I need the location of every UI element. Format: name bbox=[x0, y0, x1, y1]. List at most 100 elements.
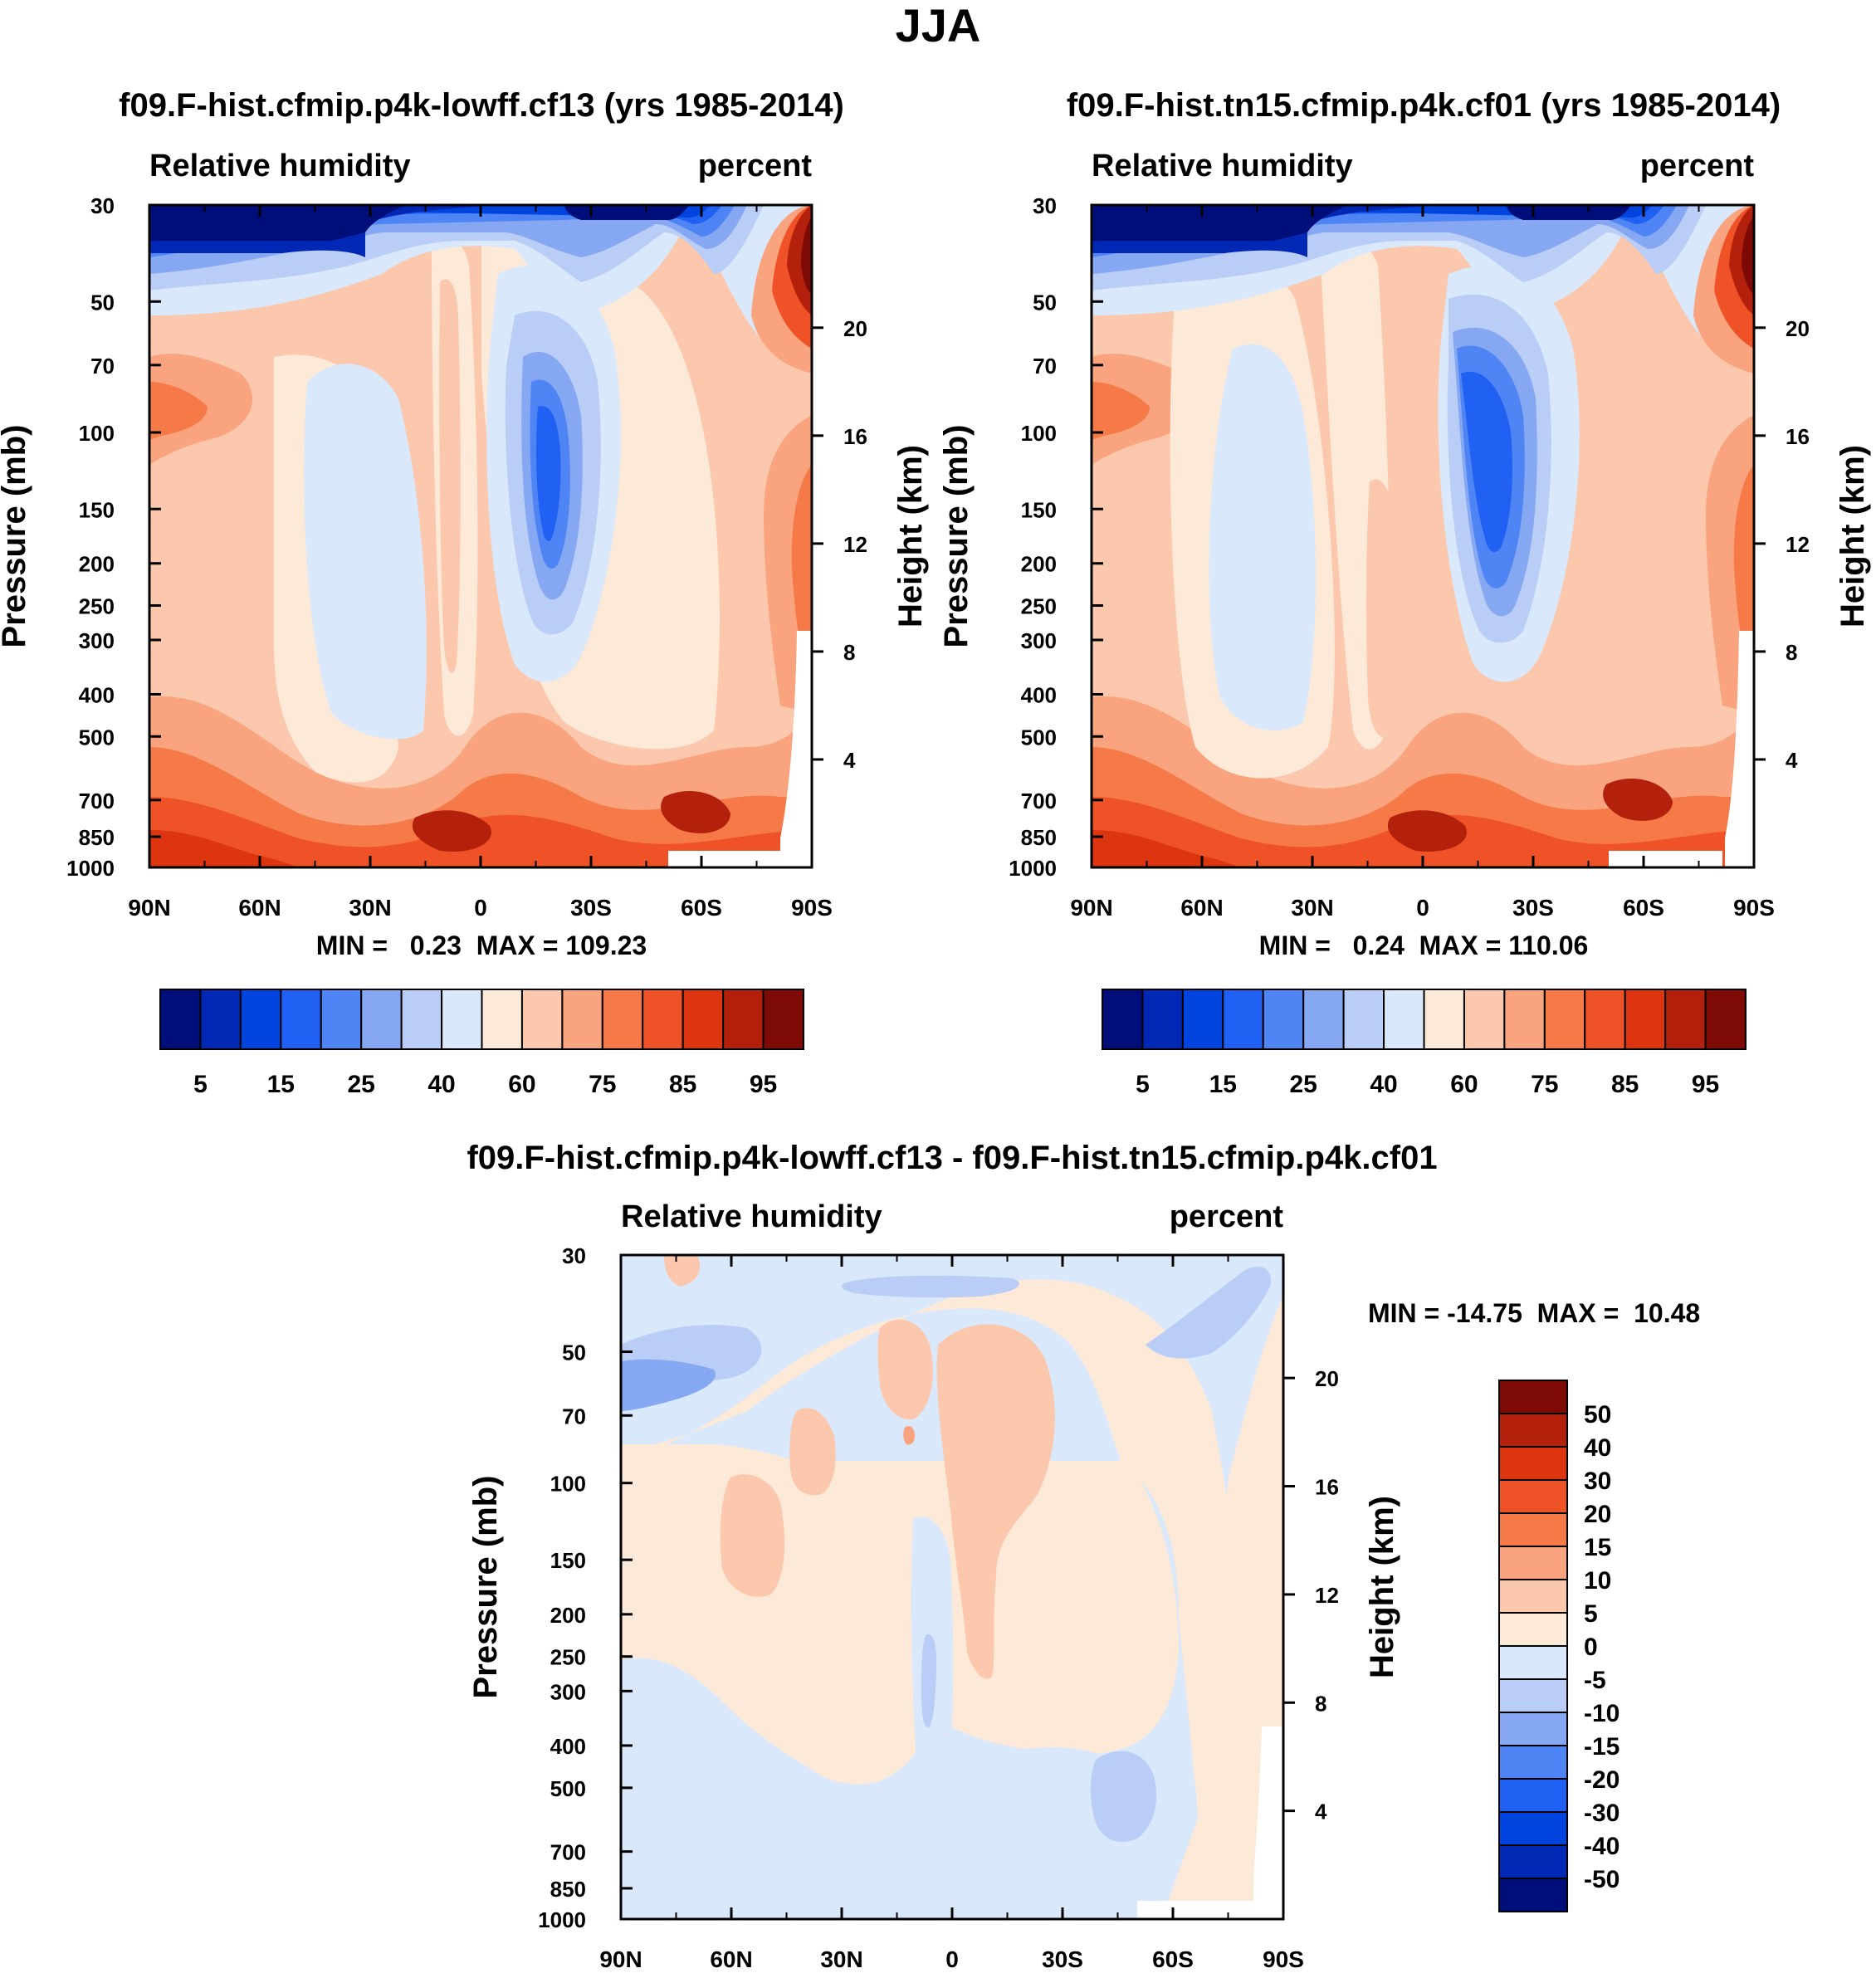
right-axis-title: Height (km) bbox=[1364, 1496, 1400, 1678]
panel-difference-contour-field bbox=[621, 1255, 1283, 1919]
x-tick-label: 60N bbox=[710, 1946, 752, 1972]
y-tick-label: 300 bbox=[1021, 628, 1057, 653]
colorbar-label: 40 bbox=[1370, 1071, 1397, 1098]
x-tick-label: 60S bbox=[1623, 895, 1664, 921]
y-axis-title: Pressure (mb) bbox=[0, 425, 32, 648]
colorbar-label: 15 bbox=[1584, 1534, 1611, 1561]
y-tick-label: 300 bbox=[550, 1679, 586, 1704]
y-tick-label: 50 bbox=[90, 290, 115, 315]
panel-cf01-units-label: percent bbox=[1640, 149, 1755, 183]
panel-lowff-title: f09.F-hist.cfmip.p4k-lowff.cf13 (yrs 198… bbox=[119, 87, 844, 124]
panel-cf01: f09.F-hist.tn15.cfmip.p4k.cf01 (yrs 1985… bbox=[938, 87, 1871, 1098]
height-tick-label: 16 bbox=[1315, 1475, 1339, 1500]
panel-lowff: f09.F-hist.cfmip.p4k-lowff.cf13 (yrs 198… bbox=[0, 87, 929, 1098]
colorbar-swatch bbox=[1664, 989, 1707, 1050]
x-tick-label: 0 bbox=[945, 1946, 959, 1972]
y-tick-label: 100 bbox=[1021, 421, 1057, 446]
y-tick-label: 300 bbox=[79, 628, 115, 653]
colorbar-swatch bbox=[199, 989, 242, 1050]
panel-cf01-colorbar: 5 15 25 40 60 75 85 95 bbox=[1102, 989, 1747, 1098]
colorbar-swatch bbox=[441, 989, 483, 1050]
x-tick-label: 90S bbox=[1263, 1946, 1304, 1972]
colorbar-swatch bbox=[1222, 989, 1264, 1050]
colorbar-swatch bbox=[1423, 989, 1465, 1050]
y-tick-label: 850 bbox=[1021, 825, 1057, 850]
x-tick-label: 30N bbox=[349, 895, 391, 921]
x-tick-label: 60N bbox=[238, 895, 281, 921]
colorbar-label: 50 bbox=[1584, 1401, 1611, 1429]
colorbar-swatch bbox=[1624, 989, 1667, 1050]
colorbar-swatch bbox=[722, 989, 765, 1050]
height-tick-label: 8 bbox=[1315, 1691, 1326, 1716]
y-tick-label: 100 bbox=[79, 421, 115, 446]
x-tick-label: 30S bbox=[1042, 1946, 1083, 1972]
colorbar-label: -20 bbox=[1584, 1766, 1620, 1794]
colorbar-swatch bbox=[1498, 1579, 1568, 1614]
colorbar-label: 30 bbox=[1584, 1468, 1611, 1495]
y-axis-title: Pressure (mb) bbox=[467, 1476, 504, 1699]
x-tick-label: 0 bbox=[474, 895, 487, 921]
colorbar-swatch bbox=[601, 989, 644, 1050]
y-tick-label: 500 bbox=[550, 1776, 586, 1801]
colorbar-swatch bbox=[1498, 1413, 1568, 1448]
colorbar-swatch bbox=[1498, 1612, 1568, 1647]
colorbar-label: -50 bbox=[1584, 1866, 1620, 1893]
y-tick-label: 500 bbox=[1021, 725, 1057, 750]
figure-title: JJA bbox=[896, 0, 981, 51]
y-tick-label: 400 bbox=[1021, 682, 1057, 707]
y-tick-label: 200 bbox=[79, 552, 115, 577]
y-tick-label: 400 bbox=[79, 682, 115, 707]
colorbar-label: 75 bbox=[589, 1071, 616, 1098]
colorbar-swatch bbox=[1498, 1745, 1568, 1780]
colorbar-label: -5 bbox=[1584, 1667, 1606, 1694]
x-tick-label: 30S bbox=[570, 895, 612, 921]
colorbar-swatch bbox=[762, 989, 804, 1050]
colorbar-label: 10 bbox=[1584, 1567, 1611, 1595]
colorbar-label: 85 bbox=[669, 1071, 696, 1098]
x-tick-label: 30S bbox=[1512, 895, 1554, 921]
height-tick-label: 12 bbox=[1315, 1583, 1339, 1608]
colorbar-swatch bbox=[1498, 1778, 1568, 1813]
colorbar-label: -40 bbox=[1584, 1833, 1620, 1860]
colorbar-label: 0 bbox=[1584, 1634, 1598, 1661]
y-tick-label: 850 bbox=[550, 1877, 586, 1902]
colorbar-swatch bbox=[1498, 1546, 1568, 1580]
panel-lowff-variable-label: Relative humidity bbox=[149, 149, 411, 183]
x-tick-label: 90S bbox=[1733, 895, 1775, 921]
colorbar-swatch bbox=[1498, 1878, 1568, 1912]
colorbar-label: 20 bbox=[1584, 1501, 1611, 1528]
y-tick-label: 1000 bbox=[538, 1907, 586, 1932]
y-tick-label: 1000 bbox=[66, 856, 115, 881]
colorbar-label: 75 bbox=[1531, 1071, 1558, 1098]
panel-cf01-variable-label: Relative humidity bbox=[1092, 149, 1353, 183]
height-tick-label: 20 bbox=[843, 316, 867, 341]
colorbar-label: 5 bbox=[193, 1071, 208, 1098]
y-tick-label: 70 bbox=[1033, 354, 1057, 379]
colorbar-swatch bbox=[1342, 989, 1385, 1050]
x-tick-label: 90N bbox=[128, 895, 170, 921]
colorbar-swatch bbox=[1463, 989, 1506, 1050]
panel-difference-variable-label: Relative humidity bbox=[621, 1199, 882, 1234]
colorbar-label: 15 bbox=[267, 1071, 295, 1098]
height-tick-label: 12 bbox=[1786, 532, 1810, 557]
y-tick-label: 70 bbox=[90, 354, 115, 379]
colorbar-swatch bbox=[239, 989, 282, 1050]
colorbar-swatch bbox=[1383, 989, 1425, 1050]
colorbar-swatch bbox=[320, 989, 363, 1050]
height-tick-label: 20 bbox=[1315, 1366, 1339, 1391]
colorbar-label: 40 bbox=[1584, 1434, 1611, 1462]
y-tick-label: 70 bbox=[562, 1404, 586, 1429]
colorbar-swatch bbox=[481, 989, 523, 1050]
y-tick-label: 700 bbox=[79, 789, 115, 813]
x-tick-label: 30N bbox=[820, 1946, 862, 1972]
colorbar-swatch bbox=[1262, 989, 1305, 1050]
colorbar-label: 40 bbox=[427, 1071, 455, 1098]
height-tick-label: 8 bbox=[1786, 640, 1797, 665]
colorbar-swatch bbox=[520, 989, 564, 1050]
y-tick-label: 500 bbox=[79, 725, 115, 750]
x-tick-label: 60N bbox=[1180, 895, 1223, 921]
colorbar-swatch bbox=[1498, 1512, 1568, 1547]
y-tick-label: 30 bbox=[1033, 193, 1057, 218]
colorbar-swatch bbox=[1498, 1844, 1568, 1879]
height-tick-label: 4 bbox=[1315, 1800, 1327, 1824]
